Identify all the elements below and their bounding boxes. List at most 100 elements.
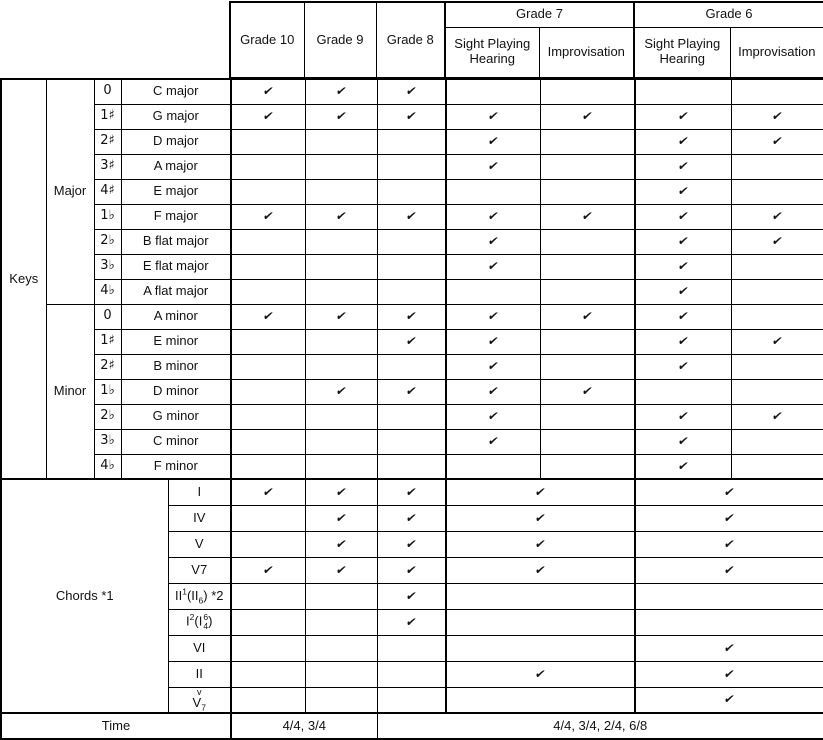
check-cell: ✔ <box>634 428 732 455</box>
check-cell <box>304 453 378 480</box>
check-cell: ✔ <box>634 128 732 155</box>
key-signature: 0 <box>93 303 122 330</box>
key-name: A minor <box>120 303 232 330</box>
check-icon: ✔ <box>486 209 500 224</box>
table-row: 3♭ E flat major ✔ ✔ <box>1 253 823 280</box>
check-cell <box>230 608 306 636</box>
check-cell <box>376 353 447 380</box>
check-icon: ✔ <box>404 484 418 499</box>
check-cell: ✔ <box>730 403 823 430</box>
check-cell <box>304 403 378 430</box>
check-cell <box>230 686 306 714</box>
table-row: Chords *1 I ✔ ✔ ✔ ✔ ✔ <box>0 478 823 714</box>
check-cell: ✔ <box>634 660 823 688</box>
check-cell: ✔ <box>376 203 447 230</box>
check-cell: ✔ <box>445 403 541 430</box>
check-icon: ✔ <box>486 234 500 249</box>
check-icon: ✔ <box>770 409 784 424</box>
table-row: Minor 0 A minor ✔ ✔ ✔ ✔ ✔ ✔ <box>1 303 823 480</box>
check-cell <box>376 686 447 714</box>
key-name: E major <box>120 178 232 205</box>
check-icon: ✔ <box>676 434 690 449</box>
chord-name: I <box>167 478 232 506</box>
check-cell: ✔ <box>304 478 378 506</box>
check-cell: ✔ <box>730 203 823 230</box>
check-cell <box>304 253 378 280</box>
check-cell: ✔ <box>634 686 823 714</box>
check-cell: ✔ <box>634 203 732 230</box>
check-icon: ✔ <box>676 159 690 174</box>
check-icon: ✔ <box>770 109 784 124</box>
check-icon: ✔ <box>723 666 737 681</box>
check-icon: ✔ <box>261 562 275 577</box>
sub-header-line: Sight Playing <box>644 36 721 52</box>
check-icon: ✔ <box>404 614 418 629</box>
check-cell <box>230 228 306 255</box>
check-cell <box>230 378 306 405</box>
check-icon: ✔ <box>334 510 348 525</box>
table-row: 1♯ E minor ✔ ✔ ✔ ✔ <box>1 328 823 355</box>
check-icon: ✔ <box>723 536 737 551</box>
check-icon: ✔ <box>261 84 275 99</box>
table-row: 4♭ A flat major ✔ <box>1 278 823 305</box>
chord-name: V7 <box>167 556 232 584</box>
check-icon: ✔ <box>486 309 500 324</box>
table-row: 2♭ B flat major ✔ ✔ ✔ <box>1 228 823 255</box>
check-cell <box>230 153 306 180</box>
check-cell: ✔ <box>376 530 447 558</box>
check-cell: ✔ <box>376 608 447 636</box>
check-cell: ✔ <box>634 228 732 255</box>
check-cell: ✔ <box>445 660 636 688</box>
check-cell <box>539 403 636 430</box>
check-icon: ✔ <box>676 109 690 124</box>
check-cell: ✔ <box>376 478 447 506</box>
check-icon: ✔ <box>261 484 275 499</box>
check-cell <box>230 660 306 688</box>
check-cell: ✔ <box>304 78 378 105</box>
check-cell <box>730 428 823 455</box>
table-row: 4♯ E major ✔ <box>1 178 823 205</box>
sub-header-line: Improvisation <box>738 43 816 59</box>
check-cell <box>539 353 636 380</box>
check-cell <box>539 328 636 355</box>
check-cell: ✔ <box>445 253 541 280</box>
check-cell: ✔ <box>445 103 541 130</box>
table-row: v V7 ✔ <box>1 686 823 714</box>
check-icon: ✔ <box>676 458 690 473</box>
header-improvisation: Improvisation <box>729 26 823 79</box>
key-signature: 4♭ <box>93 453 122 480</box>
table-row: Time 4/4, 3/4 4/4, 3/4, 2/4, 6/8 <box>0 712 823 740</box>
table-row: Grade 10 Grade 9 Grade 8 Grade 7 Grade 6 <box>229 1 823 79</box>
check-cell: ✔ <box>730 228 823 255</box>
check-cell <box>730 303 823 330</box>
check-icon: ✔ <box>486 384 500 399</box>
check-cell <box>230 178 306 205</box>
check-cell: ✔ <box>230 203 306 230</box>
check-icon: ✔ <box>580 209 594 224</box>
chord-name: I2(I 6 4) <box>167 608 232 636</box>
table-row: 2♯ B minor ✔ ✔ <box>1 353 823 380</box>
check-icon: ✔ <box>486 134 500 149</box>
header-grade-10: Grade 10 <box>229 1 305 79</box>
check-icon: ✔ <box>404 510 418 525</box>
check-cell <box>376 228 447 255</box>
check-cell: ✔ <box>376 378 447 405</box>
check-icon: ✔ <box>676 134 690 149</box>
check-cell <box>730 278 823 305</box>
check-icon: ✔ <box>534 666 548 681</box>
check-cell <box>230 504 306 532</box>
check-cell: ✔ <box>634 634 823 662</box>
check-cell: ✔ <box>634 328 732 355</box>
check-cell <box>730 253 823 280</box>
table-row: II ✔ ✔ <box>1 660 823 688</box>
check-cell: ✔ <box>445 378 541 405</box>
check-cell: ✔ <box>634 103 732 130</box>
check-cell <box>304 353 378 380</box>
check-icon: ✔ <box>334 309 348 324</box>
keys-section-label: Keys <box>0 78 47 480</box>
check-cell <box>445 278 541 305</box>
check-cell <box>230 403 306 430</box>
check-cell: ✔ <box>445 556 636 584</box>
table-row: I2(I 6 4) ✔ <box>1 608 823 636</box>
